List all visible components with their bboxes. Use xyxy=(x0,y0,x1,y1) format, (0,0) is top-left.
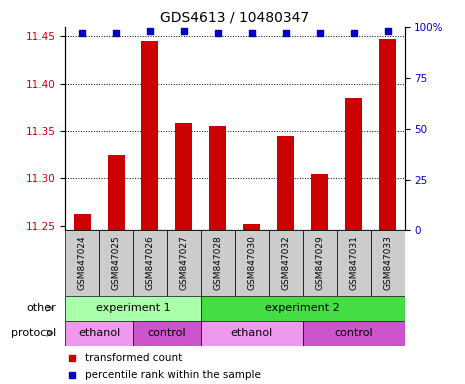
Bar xyxy=(99,230,133,296)
Bar xyxy=(141,41,159,230)
Bar xyxy=(107,155,125,230)
Bar xyxy=(337,230,371,296)
Bar xyxy=(303,230,337,296)
Point xyxy=(146,28,153,34)
Text: other: other xyxy=(26,303,56,313)
Point xyxy=(350,30,357,36)
Point xyxy=(282,30,289,36)
Bar xyxy=(65,321,133,346)
Text: GSM847031: GSM847031 xyxy=(349,236,358,290)
Text: percentile rank within the sample: percentile rank within the sample xyxy=(86,370,261,381)
Point xyxy=(316,30,324,36)
Bar xyxy=(133,230,167,296)
Bar xyxy=(167,230,201,296)
Text: ethanol: ethanol xyxy=(231,328,273,338)
Bar xyxy=(209,126,226,230)
Bar xyxy=(269,230,303,296)
Text: GSM847033: GSM847033 xyxy=(383,236,392,290)
Point xyxy=(384,28,391,34)
Text: protocol: protocol xyxy=(11,328,56,338)
Title: GDS4613 / 10480347: GDS4613 / 10480347 xyxy=(160,10,309,24)
Text: GSM847029: GSM847029 xyxy=(315,236,324,290)
Bar xyxy=(379,39,396,230)
Bar xyxy=(73,214,91,230)
Text: GSM847025: GSM847025 xyxy=(112,236,120,290)
Text: GSM847024: GSM847024 xyxy=(78,236,86,290)
Bar xyxy=(243,224,260,230)
Text: control: control xyxy=(147,328,186,338)
Bar xyxy=(235,230,269,296)
Bar xyxy=(201,321,303,346)
Bar xyxy=(201,230,235,296)
Text: control: control xyxy=(334,328,373,338)
Point xyxy=(180,28,187,34)
Bar xyxy=(133,321,201,346)
Bar xyxy=(371,230,405,296)
Bar xyxy=(303,321,405,346)
Bar xyxy=(201,296,405,321)
Text: GSM847026: GSM847026 xyxy=(146,236,154,290)
Text: experiment 2: experiment 2 xyxy=(266,303,340,313)
Bar xyxy=(345,98,362,230)
Text: transformed count: transformed count xyxy=(86,353,183,363)
Text: ethanol: ethanol xyxy=(78,328,120,338)
Bar xyxy=(65,296,201,321)
Point xyxy=(112,30,120,36)
Text: GSM847028: GSM847028 xyxy=(213,236,222,290)
Point xyxy=(78,30,86,36)
Bar xyxy=(311,174,328,230)
Point xyxy=(248,30,255,36)
Bar xyxy=(277,136,294,230)
Bar xyxy=(175,123,193,230)
Point xyxy=(214,30,221,36)
Bar xyxy=(65,230,99,296)
Text: GSM847030: GSM847030 xyxy=(247,236,256,290)
Text: GSM847032: GSM847032 xyxy=(281,236,290,290)
Text: GSM847027: GSM847027 xyxy=(179,236,188,290)
Text: experiment 1: experiment 1 xyxy=(96,303,170,313)
